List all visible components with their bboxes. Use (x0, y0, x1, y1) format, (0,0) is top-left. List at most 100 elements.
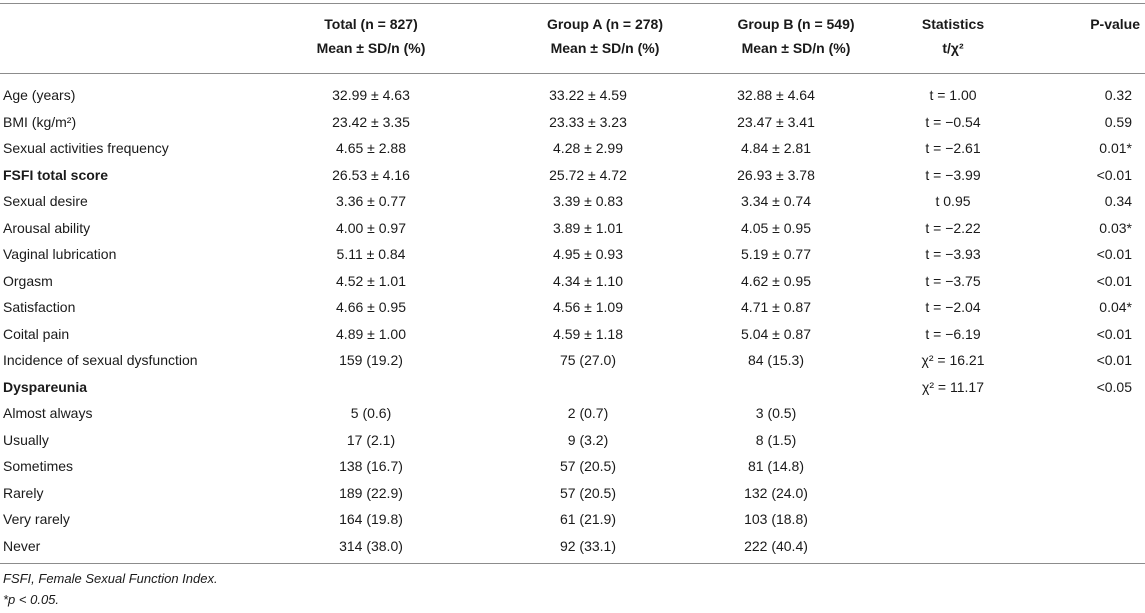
cell-statistic: t = −2.61 (925, 140, 981, 156)
cell-group-b: 5.19 ± 0.77 (741, 246, 811, 262)
cell-group-b: 4.62 ± 0.95 (741, 272, 811, 289)
cell-group-a: 4.95 ± 0.93 (553, 246, 623, 262)
row-label: Coital pain (3, 325, 70, 342)
cell-group-b: 84 (15.3) (747, 352, 805, 368)
table-top-rule (0, 3, 1145, 4)
cell-p-value: 0.01* (1099, 140, 1132, 156)
cell-statistic: t = −0.54 (925, 113, 981, 130)
cell-statistic: χ² = 16.21 (921, 352, 985, 368)
cell-group-b: 3 (0.5) (755, 405, 797, 421)
table-body: Age (years) 32.99 ± 4.63 33.22 ± 4.59 32.88… (0, 82, 1145, 559)
row-label: Sexual desire (3, 193, 88, 209)
cell-total: 26.53 ± 4.16 (332, 166, 410, 183)
cell-group-a: 4.56 ± 1.09 (553, 299, 623, 315)
cell-total: 23.42 ± 3.35 (332, 113, 410, 130)
header-group-b-line2: Mean ± SD/n (%) (741, 40, 851, 56)
row-label: Dyspareunia (3, 378, 88, 395)
header-group-b-line1: Group B (n = 549) (737, 16, 855, 32)
cell-group-a: 57 (20.5) (559, 458, 617, 474)
cell-statistic: t = −2.04 (925, 299, 981, 315)
row-label: Sexual activities frequency (3, 140, 169, 156)
table-row: Sexual desire 3.36 ± 0.77 3.39 ± 0.83 3.34 … (0, 188, 1145, 215)
row-label: Orgasm (3, 272, 53, 289)
cell-group-b: 23.47 ± 3.41 (737, 113, 815, 130)
cell-group-b: 4.05 ± 0.95 (741, 219, 811, 236)
cell-group-b: 5.04 ± 0.87 (741, 325, 811, 342)
cell-total: 32.99 ± 4.63 (332, 87, 410, 103)
header-statistics: Statistics t/χ² (898, 12, 1008, 60)
row-label: FSFI total score (3, 166, 109, 183)
table-row: Orgasm 4.52 ± 1.01 4.34 ± 1.10 4.62 ± 0.95 t… (0, 268, 1145, 295)
cell-total: 4.66 ± 0.95 (336, 299, 406, 315)
table-row: Dyspareunia χ² = 11.17 <0.05 (0, 374, 1145, 401)
row-label: BMI (kg/m²) (3, 113, 77, 130)
table-row: Age (years) 32.99 ± 4.63 33.22 ± 4.59 32.88… (0, 82, 1145, 109)
cell-group-b: 8 (1.5) (755, 431, 797, 448)
cell-p-value: <0.01 (1096, 352, 1132, 368)
cell-p-value: <0.01 (1096, 325, 1132, 342)
cell-group-a: 4.34 ± 1.10 (553, 272, 623, 289)
cell-statistic: t 0.95 (935, 193, 971, 209)
header-statistics-line1: Statistics (921, 16, 985, 32)
cell-group-b: 3.34 ± 0.74 (741, 193, 811, 209)
table-row: Never 314 (38.0) 92 (33.1) 222 (40.4) (0, 533, 1145, 560)
cell-group-b: 103 (18.8) (744, 511, 808, 527)
cell-statistic: t = 1.00 (929, 87, 977, 103)
cell-group-b: 132 (24.0) (744, 484, 808, 501)
cell-statistic: χ² = 11.17 (922, 378, 984, 395)
table-row: Satisfaction 4.66 ± 0.95 4.56 ± 1.09 4.71 ±… (0, 294, 1145, 321)
table-row: Arousal ability 4.00 ± 0.97 3.89 ± 1.01 4.0… (0, 215, 1145, 242)
header-total-line1: Total (n = 827) (324, 16, 418, 32)
row-label: Incidence of sexual dysfunction (3, 352, 198, 368)
row-label: Usually (3, 431, 49, 448)
table-row: Usually 17 (2.1) 9 (3.2) 8 (1.5) (0, 427, 1145, 454)
cell-p-value: 0.03* (1099, 219, 1132, 236)
cell-total: 189 (22.9) (339, 484, 403, 501)
cell-p-value: <0.01 (1096, 166, 1132, 183)
cell-group-a: 25.72 ± 4.72 (549, 166, 627, 183)
cell-group-b: 26.93 ± 3.78 (737, 166, 815, 183)
header-pvalue: P-value (1040, 12, 1140, 36)
row-label: Arousal ability (3, 219, 91, 236)
cell-group-a: 75 (27.0) (559, 352, 617, 368)
cell-group-a: 61 (21.9) (559, 511, 617, 527)
cell-group-a: 4.28 ± 2.99 (553, 140, 623, 156)
cell-group-b: 222 (40.4) (744, 537, 808, 554)
header-pvalue-line1: P-value (1090, 16, 1140, 32)
cell-group-a: 3.89 ± 1.01 (553, 219, 623, 236)
table-row: Almost always 5 (0.6) 2 (0.7) 3 (0.5) (0, 400, 1145, 427)
row-label: Very rarely (3, 511, 70, 527)
row-label: Vaginal lubrication (3, 246, 117, 262)
table-row: Incidence of sexual dysfunction 159 (19.2… (0, 347, 1145, 374)
cell-p-value: 0.34 (1104, 193, 1132, 209)
footnote-abbreviation: FSFI, Female Sexual Function Index. (3, 571, 218, 586)
cell-group-a: 23.33 ± 3.23 (549, 113, 627, 130)
cell-p-value: <0.05 (1096, 378, 1132, 395)
row-label: Satisfaction (3, 299, 76, 315)
table-bottom-rule (0, 563, 1145, 564)
row-label: Never (3, 537, 41, 554)
table-header-rule (0, 73, 1145, 74)
cell-total: 164 (19.8) (339, 511, 403, 527)
cell-group-b: 32.88 ± 4.64 (737, 87, 815, 103)
header-statistics-line2: t/χ² (942, 40, 964, 56)
header-group-b: Group B (n = 549) Mean ± SD/n (%) (696, 12, 896, 60)
cell-group-b: 4.84 ± 2.81 (741, 140, 811, 156)
cell-total: 138 (16.7) (339, 458, 403, 474)
row-label: Rarely (3, 484, 44, 501)
cell-statistic: t = −2.22 (925, 219, 981, 236)
cell-total: 4.65 ± 2.88 (336, 140, 406, 156)
cell-p-value: 0.32 (1104, 87, 1132, 103)
table-row: Sexual activities frequency 4.65 ± 2.88 4.… (0, 135, 1145, 162)
cell-group-a: 2 (0.7) (567, 405, 609, 421)
cell-total: 5 (0.6) (350, 405, 392, 421)
cell-p-value: <0.01 (1096, 272, 1132, 289)
cell-group-b: 81 (14.8) (747, 458, 805, 474)
cell-p-value: 0.59 (1104, 113, 1132, 130)
table-row: BMI (kg/m²) 23.42 ± 3.35 23.33 ± 3.23 23.47… (0, 109, 1145, 136)
cell-total: 4.52 ± 1.01 (336, 272, 406, 289)
table-row: FSFI total score 26.53 ± 4.16 25.72 ± 4.72… (0, 162, 1145, 189)
row-label: Age (years) (3, 87, 76, 103)
header-total: Total (n = 827) Mean ± SD/n (%) (262, 12, 480, 60)
